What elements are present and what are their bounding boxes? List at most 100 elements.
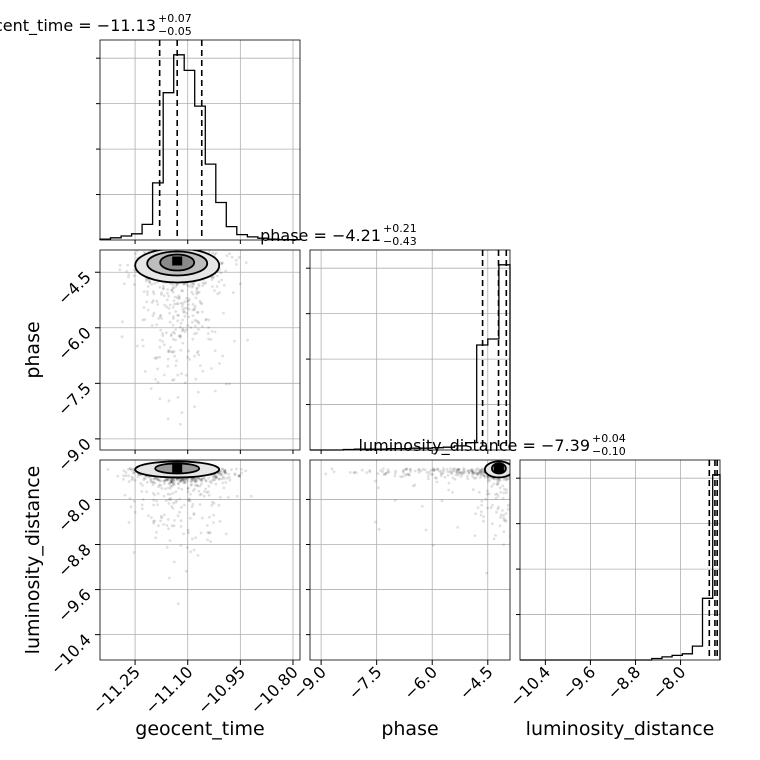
sample-point — [186, 477, 189, 481]
sample-point — [501, 496, 505, 500]
sample-point — [210, 278, 214, 281]
sample-point — [222, 311, 225, 315]
sample-point — [183, 306, 187, 310]
sample-point — [207, 318, 211, 322]
sample-point — [499, 490, 503, 494]
sample-point — [195, 244, 198, 247]
sample-point — [498, 478, 501, 481]
sample-point — [188, 499, 192, 503]
sample-point — [182, 310, 186, 313]
sample-point — [448, 470, 452, 473]
sample-point — [511, 470, 514, 473]
sample-point — [179, 525, 183, 528]
sample-point — [183, 481, 187, 485]
sample-point — [394, 469, 398, 473]
sample-point — [158, 338, 162, 342]
sample-point — [417, 468, 421, 471]
sample-point — [133, 268, 136, 272]
sample-point — [222, 477, 226, 480]
sample-point — [122, 474, 125, 477]
sample-point — [381, 470, 384, 473]
sample-point — [503, 487, 506, 491]
sample-point — [403, 474, 407, 477]
sample-point — [212, 502, 216, 505]
sample-point — [461, 472, 465, 475]
sample-point — [360, 468, 364, 472]
sample-point — [149, 478, 153, 482]
sample-point — [504, 519, 508, 523]
sample-point — [187, 315, 191, 319]
sample-point — [159, 243, 162, 246]
sample-point — [483, 476, 487, 479]
sample-point — [170, 480, 174, 484]
sample-point — [175, 499, 179, 503]
sample-point — [133, 283, 136, 287]
sample-point — [140, 503, 144, 507]
sample-point — [167, 294, 171, 298]
sample-point — [169, 246, 172, 249]
sample-point — [156, 503, 160, 507]
sample-point — [460, 473, 464, 476]
title-upper-error: +0.04 — [592, 432, 626, 445]
sample-point — [191, 284, 195, 288]
sample-point — [124, 474, 128, 478]
sample-point — [480, 470, 484, 474]
sample-point — [496, 507, 500, 511]
sample-point — [513, 468, 516, 471]
sample-point — [208, 531, 212, 535]
sample-point — [204, 479, 208, 482]
sample-point — [402, 471, 405, 475]
sample-point — [152, 519, 155, 523]
sample-point — [152, 477, 156, 481]
sample-point — [237, 474, 241, 478]
sample-point — [180, 372, 183, 375]
x-tick-label: −6.0 — [400, 662, 441, 703]
sample-point — [471, 472, 474, 476]
sample-point — [172, 483, 176, 486]
sample-point — [128, 497, 132, 500]
sample-point — [157, 485, 160, 489]
sample-point — [199, 477, 203, 481]
sample-point — [202, 494, 206, 498]
sample-point — [167, 497, 171, 501]
sample-point — [175, 296, 179, 299]
sample-point — [164, 478, 168, 482]
sample-point — [154, 378, 157, 381]
sample-point — [185, 311, 188, 315]
sample-point — [213, 474, 217, 478]
sample-point — [116, 474, 120, 478]
sample-point — [168, 303, 172, 307]
sample-point — [202, 244, 205, 247]
sample-point — [160, 291, 163, 295]
sample-point — [162, 294, 166, 297]
sample-point — [221, 468, 225, 471]
sample-point — [179, 321, 183, 325]
y-tick-label: −6.0 — [54, 323, 95, 364]
sample-point — [127, 273, 131, 276]
sample-point — [215, 241, 218, 244]
sample-point — [160, 516, 164, 520]
sample-point — [155, 531, 158, 534]
sample-point — [169, 480, 172, 483]
sample-point — [141, 484, 144, 487]
scatter-luminosity_distance-vs-geocent_time — [106, 467, 253, 606]
sample-point — [174, 328, 178, 331]
sample-point — [197, 477, 201, 481]
sample-point — [200, 482, 203, 486]
sample-point — [399, 475, 402, 479]
sample-point — [228, 252, 232, 256]
sample-point — [212, 521, 215, 524]
sample-point — [207, 476, 210, 480]
sample-point — [198, 503, 202, 506]
sample-point — [152, 480, 156, 484]
sample-point — [453, 467, 456, 471]
sample-point — [353, 471, 356, 474]
sample-point — [221, 261, 224, 265]
sample-point — [459, 475, 463, 478]
sample-point — [169, 496, 173, 500]
sample-point — [170, 333, 173, 336]
sample-point — [166, 417, 170, 421]
sample-point — [401, 469, 405, 473]
sample-point — [143, 370, 147, 373]
sample-point — [177, 297, 181, 300]
